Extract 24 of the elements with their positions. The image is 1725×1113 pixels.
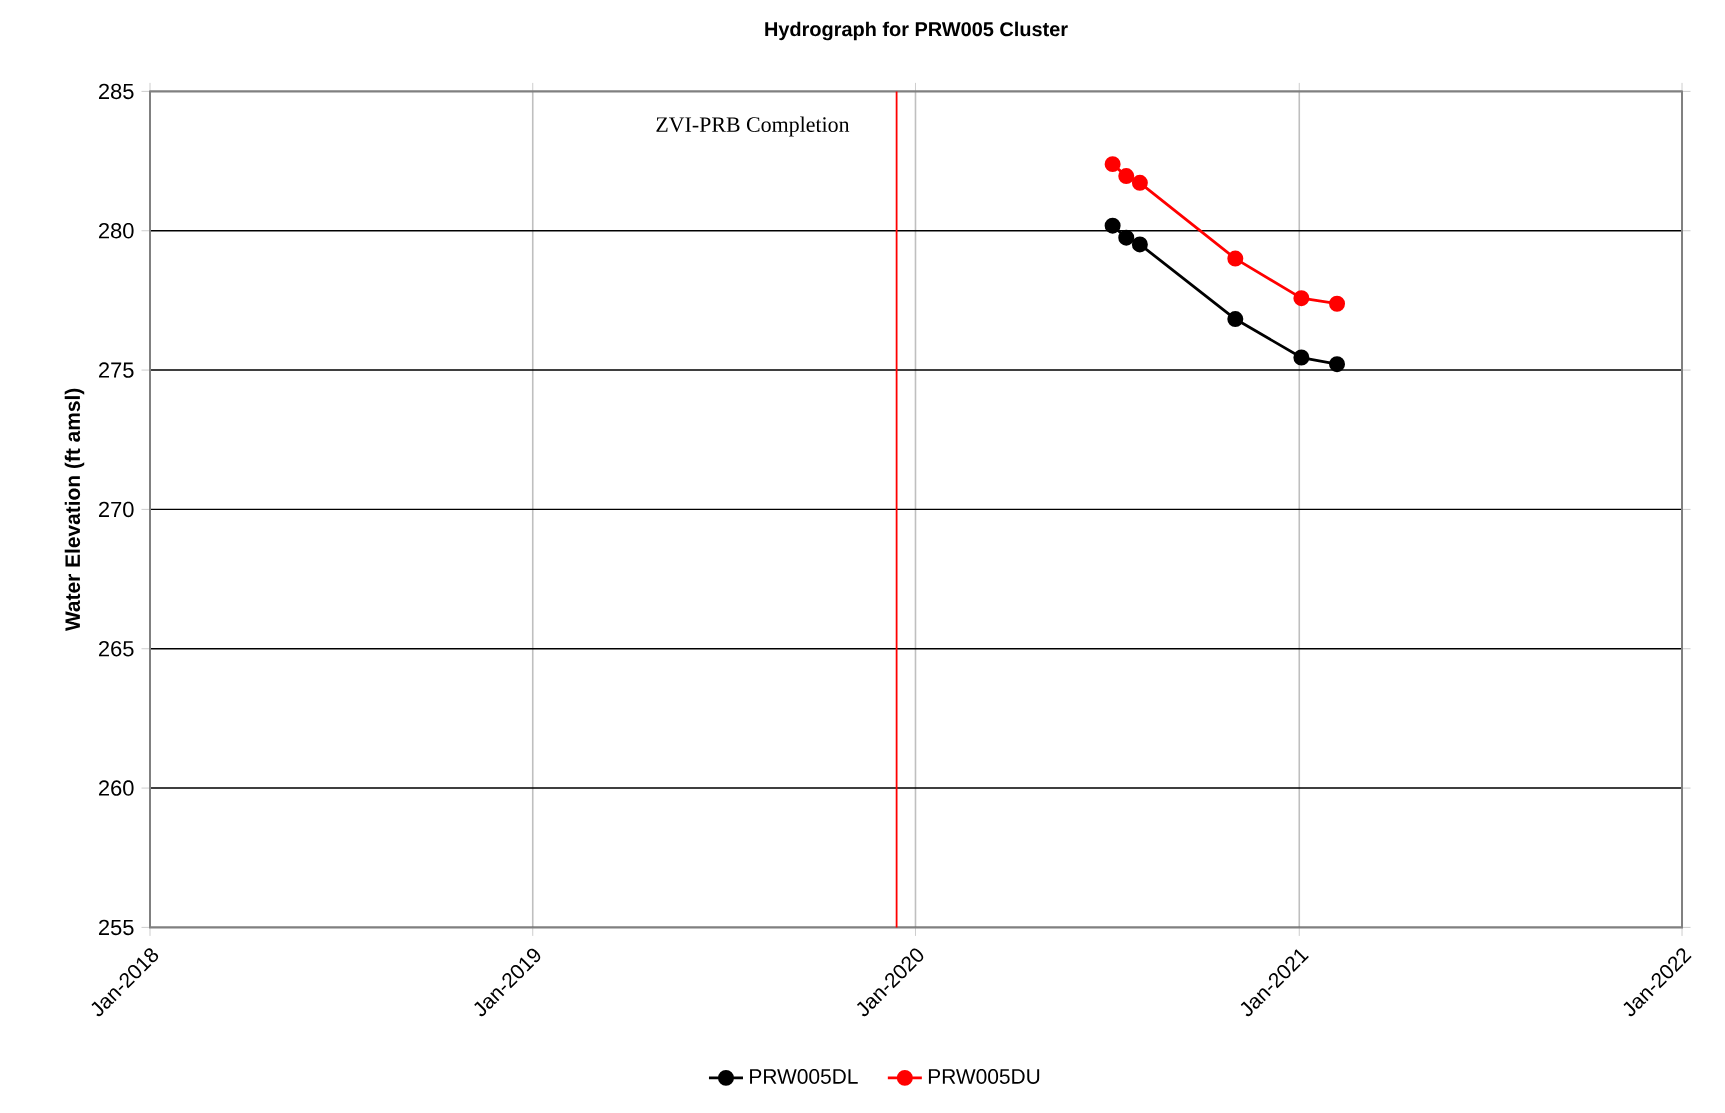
y-tick-label: 275	[98, 362, 134, 378]
point	[1329, 295, 1346, 312]
point	[1131, 236, 1148, 253]
point	[1118, 229, 1135, 246]
point	[1104, 156, 1121, 173]
point	[1131, 174, 1148, 191]
point	[1104, 217, 1121, 234]
chart-title: Hydrograph for PRW005 Cluster	[765, 21, 1068, 41]
point	[1329, 356, 1346, 373]
ref-line-label: ZVI-PRB Completion	[656, 116, 850, 137]
legend-label: PRW005DL	[750, 1069, 858, 1084]
y-tick-label: 260	[98, 780, 134, 796]
y-tick-label: 285	[98, 83, 134, 100]
y-axis-title: Water Elevation (ft amsl)	[64, 388, 85, 632]
y-tick-label: 270	[98, 501, 134, 518]
point	[1293, 349, 1310, 366]
y-tick-label: 265	[98, 641, 134, 657]
y-tick-label: 255	[98, 919, 134, 936]
legend-label: PRW005DU	[928, 1069, 1040, 1084]
point	[1118, 168, 1135, 185]
point	[1293, 290, 1310, 307]
point	[1227, 311, 1244, 328]
point	[1227, 250, 1244, 267]
y-tick-label: 280	[98, 222, 134, 239]
